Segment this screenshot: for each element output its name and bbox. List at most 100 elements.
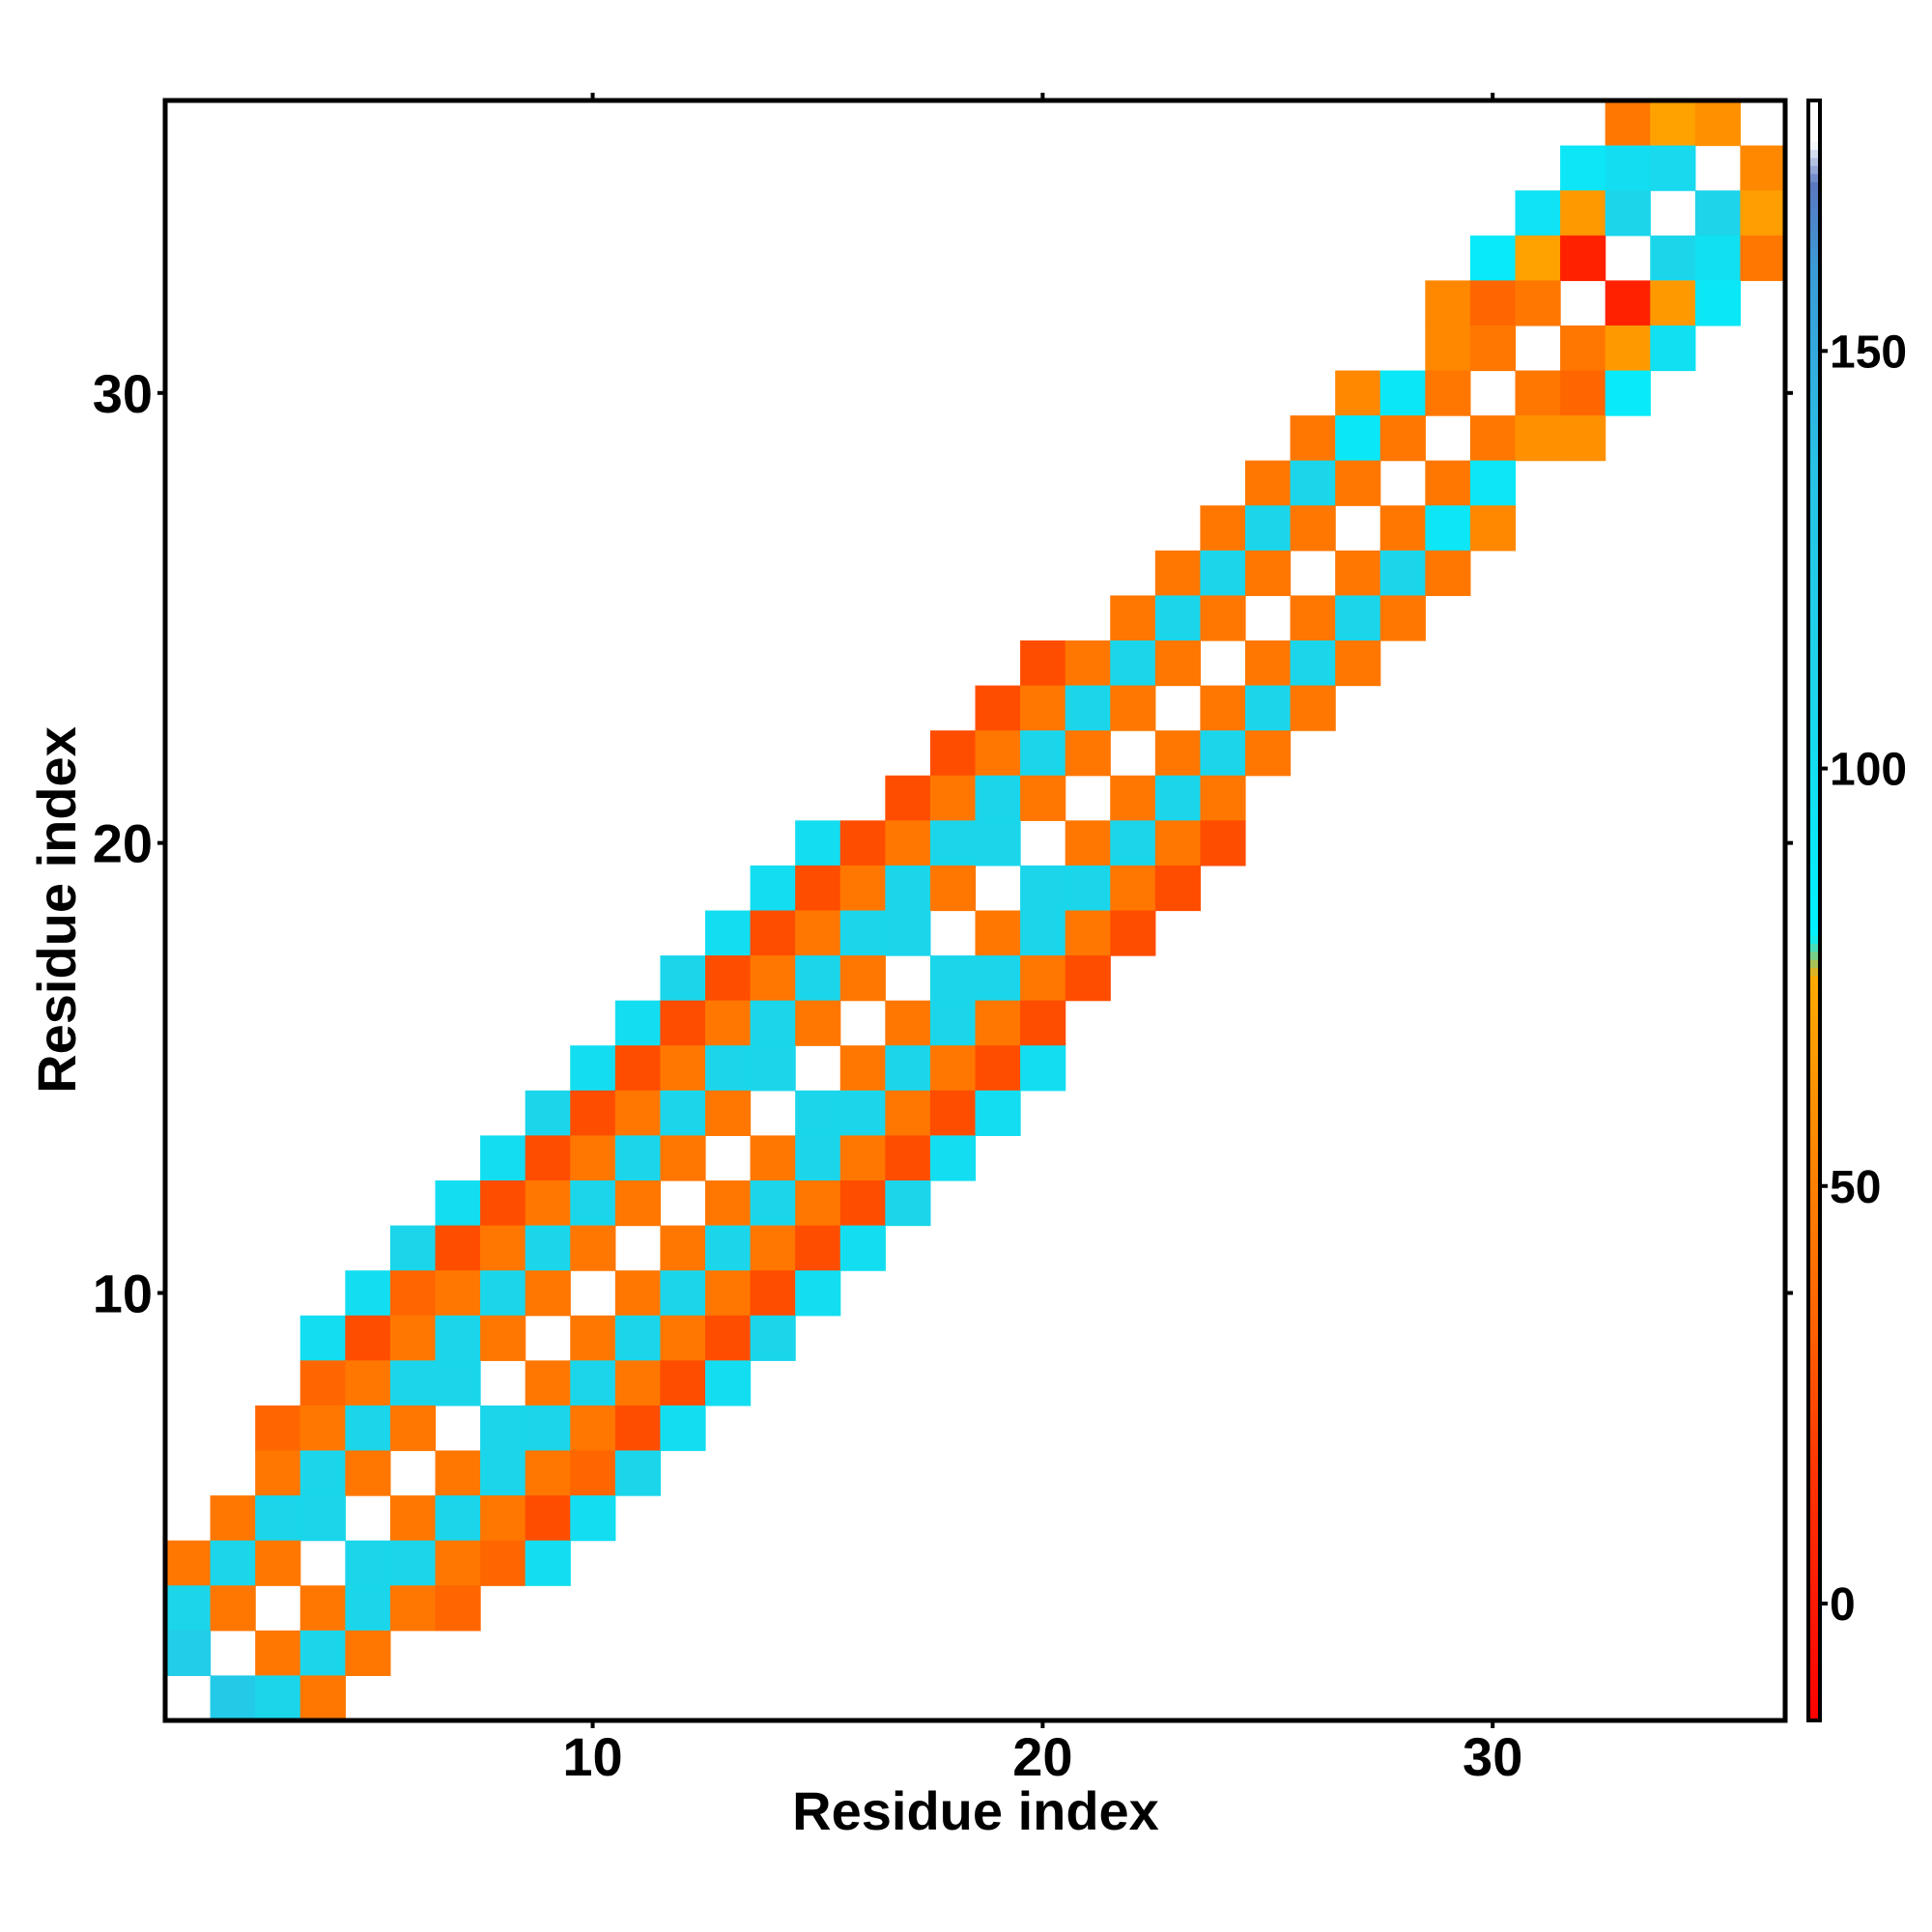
colorbar-segment (1808, 302, 1820, 312)
heatmap-cell (839, 1090, 886, 1137)
colorbar-segment (1808, 1226, 1820, 1236)
heatmap-cell (885, 1000, 931, 1046)
heatmap-cell (1200, 685, 1246, 731)
heatmap-cell (705, 955, 752, 1002)
heatmap-cell (1335, 460, 1381, 506)
colorbar-segment (1808, 1161, 1820, 1171)
heatmap-cell (1694, 190, 1742, 237)
colorbar-segment (1808, 230, 1820, 240)
heatmap-cell (1335, 595, 1381, 641)
colorbar-segment (1808, 1549, 1820, 1560)
heatmap-cell (1200, 505, 1246, 552)
colorbar-segment (1808, 1493, 1820, 1503)
heatmap-cell (795, 1090, 841, 1137)
heatmap-cell (1245, 550, 1292, 597)
colorbar-segment (1808, 602, 1820, 612)
colorbar-segment (1808, 635, 1820, 644)
colorbar-segment (1808, 319, 1820, 328)
colorbar-segment (1808, 764, 1820, 774)
heatmap-cell (795, 820, 841, 867)
heatmap-cell (525, 1495, 571, 1542)
colorbar-segment (1808, 862, 1820, 871)
colorbar-segment (1808, 586, 1820, 596)
heatmap-cell (570, 1225, 616, 1271)
heatmap-cell (705, 910, 752, 956)
colorbar-segment (1808, 497, 1820, 507)
colorbar-segment (1808, 732, 1820, 742)
colorbar-segment (1808, 311, 1820, 321)
heatmap-cell (1650, 325, 1696, 372)
colorbar-segment (1808, 1364, 1820, 1374)
heatmap-cell (1469, 415, 1517, 462)
colorbar-segment (1808, 958, 1820, 968)
colorbar-segment (1808, 1234, 1820, 1244)
colorbar-segment (1808, 1298, 1820, 1309)
heatmap-cell (299, 1630, 346, 1677)
colorbar-segment (1808, 1032, 1820, 1041)
heatmap-cell (570, 1495, 616, 1542)
colorbar-tick-label: 0 (1830, 1579, 1856, 1631)
heatmap-cell (1200, 775, 1246, 821)
colorbar-segment (1808, 627, 1820, 637)
colorbar-segment (1808, 1113, 1820, 1122)
colorbar-segment (1808, 991, 1820, 1001)
heatmap-cell (1020, 685, 1066, 731)
heatmap-cell (1605, 280, 1651, 327)
heatmap-cell (1605, 145, 1651, 191)
heatmap-cell (1020, 910, 1066, 956)
colorbar-segment (1808, 278, 1820, 288)
colorbar-segment (1808, 1420, 1820, 1430)
heatmap-cell (1425, 550, 1471, 597)
heatmap-cell (1110, 775, 1156, 821)
heatmap-cell (345, 1540, 391, 1586)
heatmap-cell (345, 1315, 391, 1361)
colorbar-segment (1808, 554, 1820, 563)
heatmap-cell (299, 1495, 346, 1542)
heatmap-cell (1290, 685, 1336, 731)
heatmap-cell (975, 910, 1021, 956)
colorbar-segment (1808, 1444, 1820, 1455)
colorbar-segment (1808, 772, 1820, 782)
heatmap-cell (345, 1450, 391, 1496)
heatmap-cell (1290, 460, 1336, 506)
heatmap-cell (1200, 730, 1246, 777)
colorbar-segment (1808, 1412, 1820, 1422)
heatmap-cell (525, 1180, 571, 1227)
heatmap-cell (210, 1585, 256, 1632)
heatmap-cell (1290, 505, 1336, 552)
heatmap-cell (480, 1495, 526, 1542)
heatmap-cell (1110, 595, 1156, 641)
colorbar-segment (1808, 578, 1820, 587)
colorbar-segment (1808, 529, 1820, 539)
heatmap-cell (839, 1180, 886, 1227)
colorbar-segment (1808, 1404, 1820, 1414)
colorbar-segment (1808, 659, 1820, 668)
heatmap-cell (1245, 505, 1292, 552)
heatmap-cell (525, 1405, 571, 1452)
colorbar-segment (1808, 295, 1820, 304)
heatmap-cell (929, 1090, 977, 1137)
colorbar-segment (1808, 894, 1820, 903)
colorbar-segment (1808, 618, 1820, 628)
heatmap-cell (1290, 595, 1336, 641)
heatmap-cell (480, 1540, 526, 1586)
colorbar-segment (1808, 1266, 1820, 1276)
heatmap-cell (705, 1225, 752, 1271)
heatmap-cell (660, 1270, 706, 1317)
heatmap-cell (1379, 370, 1426, 416)
colorbar-segment (1808, 254, 1820, 264)
colorbar-segment (1808, 838, 1820, 847)
colorbar-segment (1808, 1623, 1820, 1633)
heatmap-cell (435, 1540, 481, 1586)
y-axis-title: Residue index (26, 726, 87, 1094)
heatmap-cell (525, 1225, 571, 1271)
colorbar-segment (1808, 594, 1820, 604)
colorbar-segment (1808, 1348, 1820, 1357)
heatmap-cell (1379, 595, 1426, 641)
colorbar-segment (1808, 384, 1820, 393)
colorbar-segment (1808, 1566, 1820, 1576)
heatmap-cell (705, 1360, 752, 1406)
colorbar-segment (1808, 877, 1820, 888)
heatmap-cell (1425, 370, 1471, 416)
heatmap-cell (1245, 685, 1292, 731)
